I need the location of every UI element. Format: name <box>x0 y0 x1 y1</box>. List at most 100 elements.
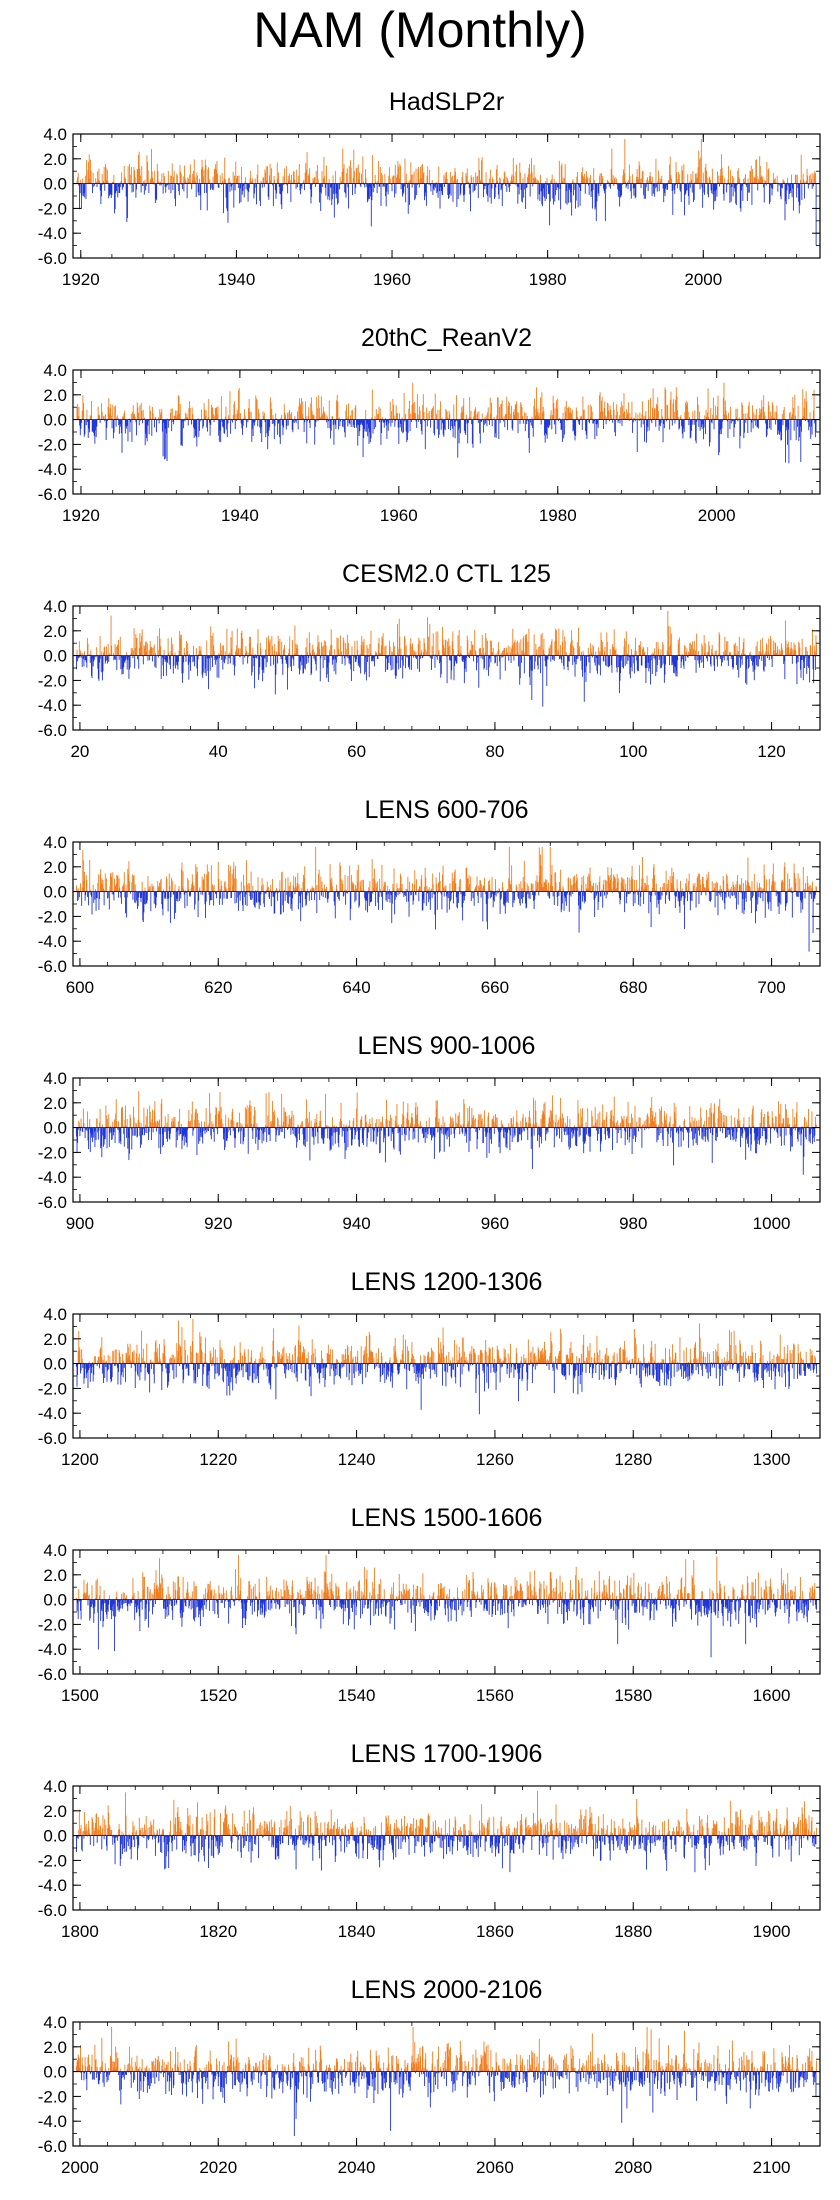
bar <box>563 419 565 439</box>
bar <box>117 418 119 420</box>
bar <box>657 181 659 184</box>
bar <box>458 419 460 444</box>
bar <box>611 418 613 420</box>
bar <box>563 888 564 892</box>
bar <box>427 166 429 184</box>
bar <box>741 655 743 665</box>
bar <box>532 419 534 437</box>
bar <box>752 655 754 672</box>
bar <box>412 643 413 656</box>
bar <box>371 417 373 420</box>
bar <box>646 875 648 892</box>
bar <box>193 171 195 184</box>
bar <box>103 416 105 420</box>
bar <box>256 643 258 656</box>
bar <box>241 630 243 656</box>
bar <box>701 419 702 427</box>
bar <box>511 645 513 656</box>
bar <box>405 889 407 892</box>
bar <box>661 655 662 668</box>
bar <box>284 645 285 656</box>
bar <box>668 179 670 184</box>
bar <box>550 641 552 656</box>
bar <box>326 891 328 899</box>
bar <box>347 876 349 892</box>
bar <box>322 891 324 898</box>
bar <box>371 859 373 892</box>
bar <box>321 881 323 892</box>
bar <box>190 655 192 671</box>
bar <box>305 416 307 420</box>
bar <box>534 398 536 420</box>
bar <box>700 157 702 184</box>
bar <box>181 862 183 892</box>
bar <box>414 401 416 420</box>
bar <box>205 891 207 902</box>
bar <box>453 419 455 427</box>
bar <box>86 880 88 892</box>
bar <box>202 176 204 184</box>
bar <box>798 641 800 656</box>
bar <box>198 419 200 437</box>
bar <box>388 167 390 184</box>
bar <box>580 891 582 911</box>
bar <box>519 162 521 184</box>
bar <box>710 891 711 902</box>
bar <box>367 648 369 656</box>
bar <box>603 651 605 656</box>
bar <box>141 629 143 656</box>
bar <box>254 653 256 656</box>
bar <box>802 173 804 184</box>
bar <box>169 175 171 184</box>
bar <box>517 419 519 434</box>
bar <box>736 416 738 420</box>
bar <box>301 655 303 666</box>
bar <box>452 891 454 904</box>
bar <box>172 183 174 191</box>
bar <box>586 888 588 892</box>
bar <box>680 183 682 202</box>
bar <box>367 419 369 437</box>
bar <box>693 650 695 656</box>
bar <box>677 655 679 661</box>
bar <box>593 882 594 892</box>
bar <box>714 891 716 908</box>
bar <box>405 655 407 669</box>
bar <box>750 419 752 433</box>
bar <box>348 643 349 656</box>
bar <box>594 419 596 440</box>
bar <box>658 183 660 192</box>
bar <box>649 416 651 420</box>
bar <box>620 401 622 420</box>
bar <box>410 413 412 420</box>
bar <box>87 419 89 438</box>
bar <box>763 655 764 671</box>
bar <box>107 891 109 898</box>
bar <box>83 419 85 437</box>
bar <box>272 183 274 186</box>
bar <box>106 169 108 184</box>
bar <box>208 167 209 184</box>
bar <box>290 183 292 202</box>
bar <box>346 404 347 420</box>
bar <box>77 172 79 184</box>
bar <box>588 183 590 195</box>
bar <box>511 865 513 892</box>
bar <box>475 183 477 186</box>
bar <box>549 846 551 892</box>
bar <box>693 885 695 892</box>
bar <box>509 880 511 892</box>
bar <box>343 891 345 896</box>
bar <box>206 419 208 432</box>
bar <box>651 887 653 892</box>
bar <box>635 891 637 893</box>
bar <box>758 181 760 184</box>
bar <box>237 648 239 656</box>
bar <box>392 176 394 184</box>
bar <box>618 415 620 420</box>
bar <box>256 890 258 892</box>
bar <box>337 183 339 205</box>
bar <box>491 640 492 656</box>
bar <box>180 634 182 656</box>
bar <box>254 183 256 194</box>
